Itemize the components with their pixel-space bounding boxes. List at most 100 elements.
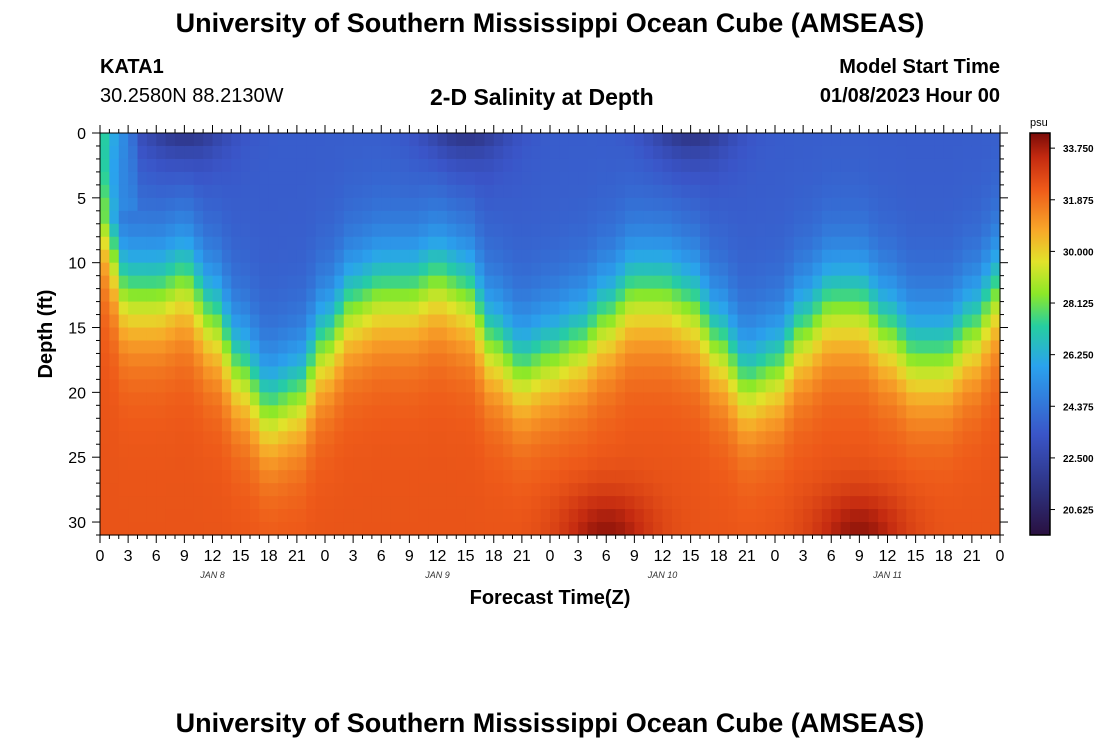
heatmap-cell [250, 223, 260, 238]
heatmap-cell [109, 197, 120, 212]
heatmap-cell [568, 223, 579, 238]
heatmap-cell [400, 197, 410, 212]
heatmap-cell [334, 197, 345, 212]
heatmap-cell [343, 496, 354, 510]
heatmap-cell [634, 314, 645, 329]
heatmap-cell [765, 444, 776, 458]
heatmap-cell [700, 184, 710, 199]
heatmap-cell [400, 184, 410, 199]
heatmap-cell [221, 301, 232, 316]
heatmap-cell [306, 340, 317, 355]
heatmap-cell [578, 366, 589, 380]
heatmap-cell [559, 171, 570, 186]
heatmap-cell [221, 288, 232, 303]
heatmap-cell [156, 184, 167, 199]
x-tick-label: 21 [963, 548, 981, 565]
heatmap-cell [700, 522, 710, 536]
heatmap-cell [643, 236, 654, 251]
heatmap-cell [775, 405, 785, 419]
heatmap-cell [221, 210, 232, 225]
heatmap-cell [878, 444, 889, 458]
x-tick-label: 15 [457, 548, 475, 565]
heatmap-cell [559, 262, 570, 277]
heatmap-cell [943, 236, 954, 251]
heatmap-cell [240, 145, 251, 160]
heatmap-cell [165, 145, 176, 160]
heatmap-cell [250, 379, 260, 393]
heatmap-cell [353, 431, 364, 445]
heatmap-cell [456, 418, 467, 432]
heatmap-cell [184, 392, 195, 406]
y-tick-label: 0 [77, 126, 86, 143]
heatmap-cell [371, 405, 382, 419]
heatmap-cell [118, 262, 129, 277]
heatmap-cell [550, 444, 560, 458]
heatmap-cell [971, 353, 982, 368]
heatmap-cell [634, 249, 645, 264]
heatmap-cell [334, 249, 345, 264]
heatmap-cell [503, 444, 514, 458]
heatmap-cell [615, 327, 626, 342]
heatmap-cell [475, 223, 485, 238]
heatmap-cell [118, 366, 129, 380]
heatmap-cell [925, 210, 935, 225]
heatmap-cell [653, 340, 664, 355]
heatmap-cell [615, 340, 626, 355]
heatmap-cell [596, 379, 607, 393]
heatmap-cell [709, 353, 720, 368]
heatmap-cell [934, 483, 945, 497]
heatmap-cell [437, 470, 448, 484]
heatmap-cell [803, 210, 814, 225]
heatmap-cell [512, 184, 523, 199]
heatmap-cell [962, 171, 973, 186]
heatmap-cell [240, 366, 251, 380]
heatmap-cell [231, 158, 242, 173]
heatmap-cell [625, 197, 635, 212]
heatmap-cell [428, 133, 439, 147]
heatmap-cell [812, 431, 823, 445]
heatmap-cell [146, 483, 157, 497]
heatmap-cell [859, 223, 870, 238]
heatmap-cell [690, 353, 701, 368]
heatmap-cell [775, 210, 785, 225]
heatmap-cell [259, 275, 270, 290]
heatmap-cell [503, 223, 514, 238]
heatmap-cell [362, 133, 373, 147]
heatmap-cell [925, 392, 935, 406]
heatmap-cell [840, 431, 851, 445]
heatmap-cell [990, 444, 1001, 458]
heatmap-cell [896, 392, 907, 406]
heatmap-cell [934, 236, 945, 251]
heatmap-cell [850, 275, 860, 290]
heatmap-cell [625, 301, 635, 316]
heatmap-cell [400, 223, 410, 238]
heatmap-cell [231, 288, 242, 303]
heatmap-cell [278, 496, 289, 510]
heatmap-cell [859, 353, 870, 368]
heatmap-cell [840, 379, 851, 393]
heatmap-cell [718, 509, 729, 523]
heatmap-cell [953, 301, 964, 316]
heatmap-cell [484, 314, 495, 329]
heatmap-cell [428, 418, 439, 432]
heatmap-cell [259, 171, 270, 186]
heatmap-cell [193, 210, 204, 225]
heatmap-cell [287, 236, 298, 251]
heatmap-cell [409, 236, 420, 251]
heatmap-cell [409, 262, 420, 277]
heatmap-cell [878, 496, 889, 510]
heatmap-cell [653, 457, 664, 471]
heatmap-cell [521, 210, 532, 225]
heatmap-cell [709, 275, 720, 290]
heatmap-cell [381, 197, 392, 212]
heatmap-cell [184, 275, 195, 290]
heatmap-cell [671, 249, 682, 264]
heatmap-cell [934, 145, 945, 160]
heatmap-cell [100, 431, 110, 445]
heatmap-cell [184, 262, 195, 277]
heatmap-cell [287, 457, 298, 471]
heatmap-cell [990, 314, 1001, 329]
heatmap-cell [203, 236, 214, 251]
heatmap-cell [184, 184, 195, 199]
heatmap-cell [381, 314, 392, 329]
